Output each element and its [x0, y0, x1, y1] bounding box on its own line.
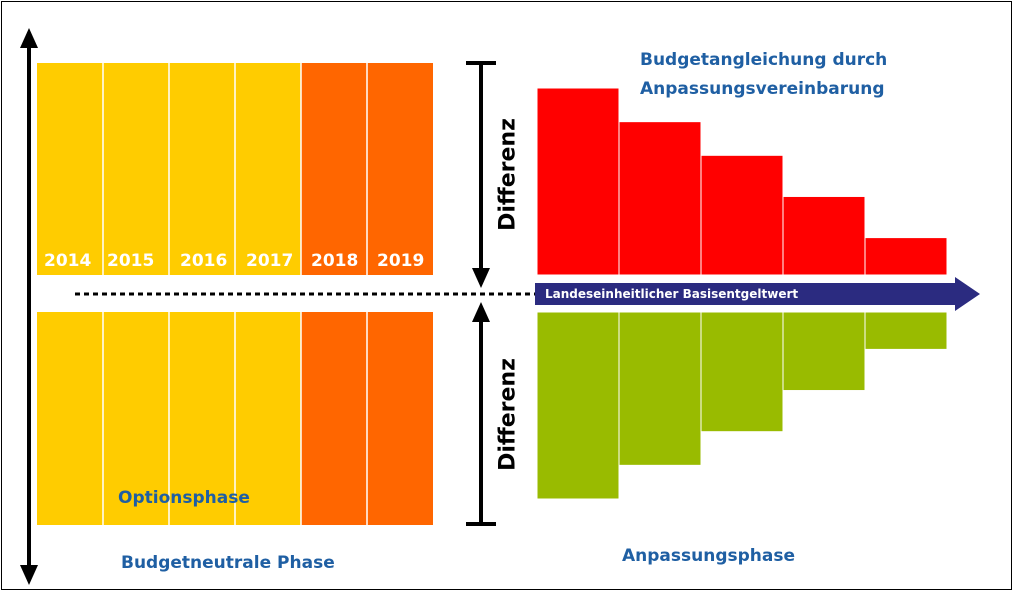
bar-bottom-4 — [782, 311, 866, 392]
year-label-2016: 2016 — [180, 251, 228, 271]
differenz-top-arrowhead — [472, 268, 490, 288]
year-column-2019-bottom — [367, 312, 433, 525]
bar-top-3 — [700, 154, 784, 276]
title-line-2: Anpassungsvereinbarung — [640, 79, 885, 99]
year-column-2019-top — [367, 63, 433, 275]
year-label-2019: 2019 — [377, 251, 425, 271]
year-column-2015-top — [103, 63, 169, 275]
left-vertical-double-arrow — [20, 28, 38, 585]
differenz-marker-top — [466, 61, 496, 288]
year-column-2015-bottom — [103, 312, 169, 525]
year-column-2017-top — [235, 63, 301, 275]
step-bars-top — [536, 87, 948, 276]
baseline-label: Landeseinheitlicher Basisentgeltwert — [545, 287, 799, 301]
bar-top-1 — [536, 87, 620, 276]
year-column-2016-top — [169, 63, 235, 275]
differenz-marker-bottom — [466, 302, 496, 526]
bar-bottom-3 — [700, 311, 784, 433]
bar-bottom-1 — [536, 311, 620, 500]
baseline-arrow — [535, 277, 980, 311]
bar-bottom-2 — [618, 311, 702, 466]
year-label-2018: 2018 — [311, 251, 359, 271]
bar-top-5 — [864, 237, 948, 276]
budgetneutral-phase-label: Budgetneutrale Phase — [121, 553, 335, 573]
left-arrow-head-down — [20, 565, 38, 585]
differenz-label-top: Differenz — [495, 118, 521, 231]
year-column-2014-top — [37, 63, 103, 275]
year-label-2014: 2014 — [44, 251, 92, 271]
year-column-2018-bottom — [301, 312, 367, 525]
title-line-1: Budgetangleichung durch — [640, 50, 888, 70]
differenz-bottom-arrowhead — [472, 302, 490, 322]
year-column-2014-bottom — [37, 312, 103, 525]
year-column-2017-bottom — [235, 312, 301, 525]
differenz-label-bottom: Differenz — [495, 358, 521, 471]
bar-bottom-5 — [864, 311, 948, 350]
year-column-2016-bottom — [169, 312, 235, 525]
column-separators — [102, 63, 368, 525]
top-year-columns — [37, 63, 433, 275]
year-column-2018-top — [301, 63, 367, 275]
step-bars-bottom — [536, 311, 948, 500]
year-label-2015: 2015 — [107, 251, 155, 271]
optionsphase-label: Optionsphase — [118, 488, 250, 508]
bar-top-4 — [782, 195, 866, 276]
left-arrow-head-up — [20, 28, 38, 48]
anpassungsphase-label: Anpassungsphase — [622, 546, 796, 566]
year-label-2017: 2017 — [246, 251, 294, 271]
bottom-year-columns — [37, 312, 433, 525]
bar-top-2 — [618, 121, 702, 276]
